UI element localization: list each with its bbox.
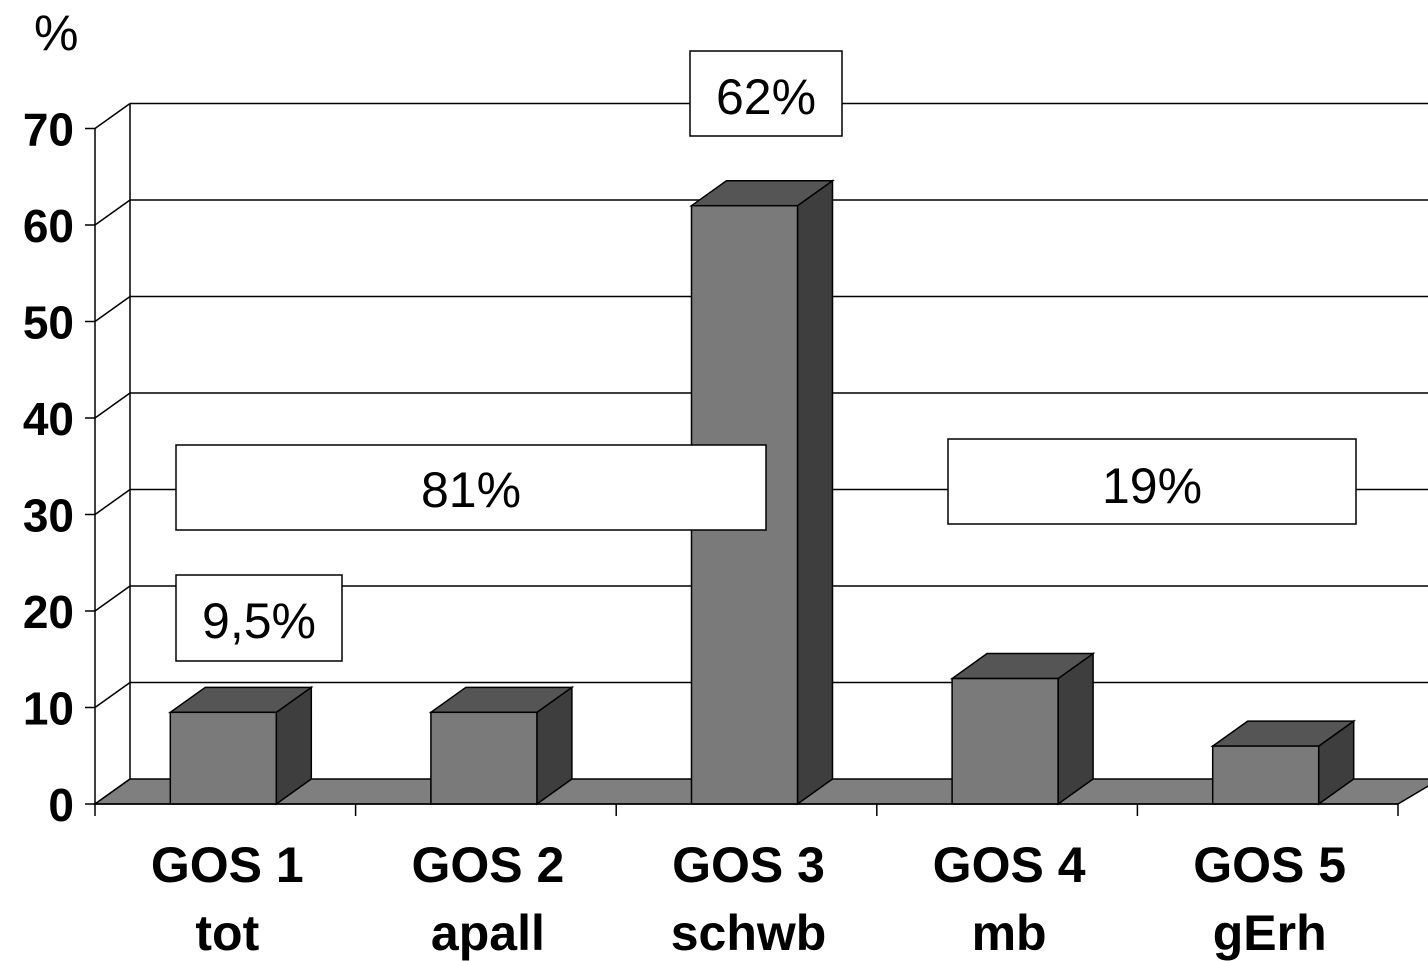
y-tick-label: 60 xyxy=(23,200,74,252)
x-category-sublabel: apall xyxy=(431,905,545,961)
annotation-box-gos1: 9,5% xyxy=(175,574,343,662)
y-tick-label: 10 xyxy=(23,683,74,735)
bar-front xyxy=(169,711,278,805)
x-category-sublabel: mb xyxy=(972,905,1047,961)
x-category-label: GOS 4 xyxy=(933,837,1086,893)
annotation-box-gos3: 62% xyxy=(689,50,843,137)
bar-front xyxy=(430,711,538,805)
labels-layer: 0 10 20 30 40 50 60 70 GOS 1 tot GOS 2 apall GOS 3 sc… xyxy=(23,104,1346,961)
bar-5 xyxy=(1210,719,1357,806)
y-axis-label: % xyxy=(34,5,78,61)
grid-connector xyxy=(94,392,131,419)
x-category-sublabel: schwb xyxy=(671,905,827,961)
x-category-label: GOS 2 xyxy=(411,837,564,893)
bar-side xyxy=(1057,652,1094,806)
bar-2 xyxy=(428,685,575,806)
annotation-box-gos4-5: 19% xyxy=(947,438,1357,525)
bar-1 xyxy=(167,685,314,806)
bar-side xyxy=(796,179,834,806)
bar-4 xyxy=(949,652,1096,806)
bar-front xyxy=(1211,745,1320,805)
x-category-label: GOS 5 xyxy=(1193,837,1346,893)
grid-connector xyxy=(94,102,131,130)
y-tick-label: 70 xyxy=(23,104,74,156)
grid-connector xyxy=(94,488,131,516)
annotation-19-percent: 19% xyxy=(1102,458,1202,514)
grid-connector xyxy=(94,295,131,323)
annotation-box-gos1-3: 81% xyxy=(175,444,767,531)
y-tick-label: 50 xyxy=(23,297,74,349)
y-tick-label: 40 xyxy=(23,393,74,445)
axis-layer xyxy=(85,127,1399,816)
y-tick-label: 0 xyxy=(48,779,74,831)
x-category-label: GOS 1 xyxy=(151,837,304,893)
grid-connector xyxy=(94,585,131,612)
x-category-sublabel: tot xyxy=(195,905,259,961)
annotation-81-percent: 81% xyxy=(421,462,521,518)
x-category-label: GOS 3 xyxy=(672,837,825,893)
annotation-9-5-percent: 9,5% xyxy=(202,593,316,649)
y-tick-label: 30 xyxy=(23,490,74,542)
x-category-sublabel: gErh xyxy=(1213,905,1327,961)
grid-connector xyxy=(94,681,131,709)
y-tick-label: 20 xyxy=(23,586,74,638)
bar-front xyxy=(951,677,1059,805)
grid-connector xyxy=(94,199,131,226)
annotation-62-percent: 62% xyxy=(716,69,816,125)
